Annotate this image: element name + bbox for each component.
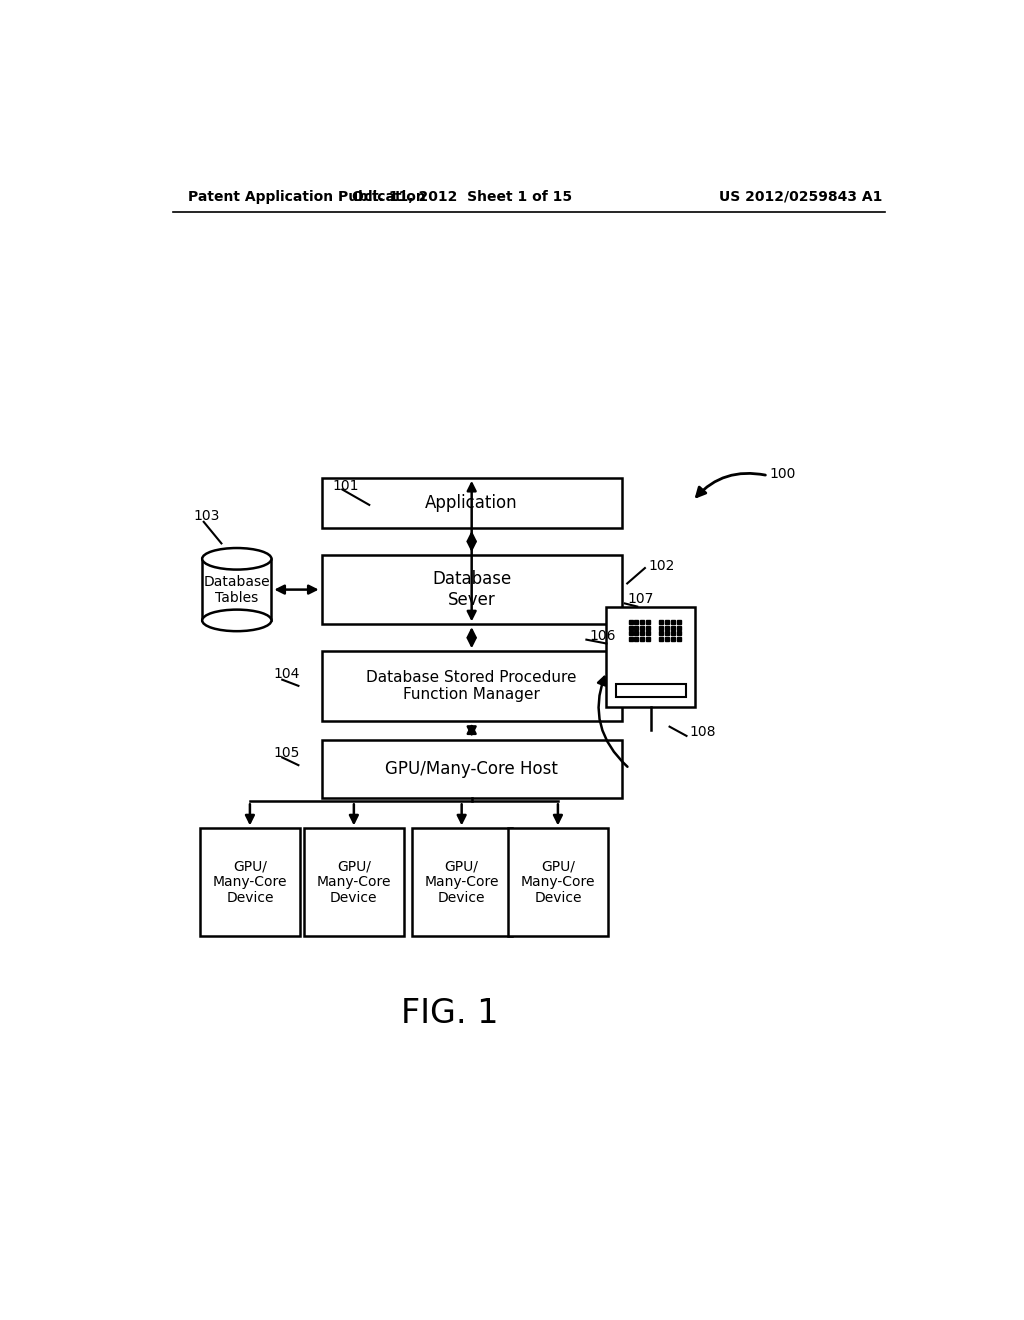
Text: 100: 100 <box>770 467 796 480</box>
Text: 105: 105 <box>273 746 300 760</box>
Text: GPU/
Many-Core
Device: GPU/ Many-Core Device <box>424 859 499 906</box>
Text: US 2012/0259843 A1: US 2012/0259843 A1 <box>719 190 882 203</box>
Text: FIG. 1: FIG. 1 <box>401 997 499 1030</box>
Bar <box>606 607 695 706</box>
Text: GPU/Many-Core Host: GPU/Many-Core Host <box>385 759 558 777</box>
Ellipse shape <box>202 610 271 631</box>
Bar <box>322 478 622 528</box>
Bar <box>412 829 512 936</box>
Text: Database
Sever: Database Sever <box>432 570 511 609</box>
Bar <box>322 554 622 624</box>
Bar <box>615 684 686 697</box>
Text: 103: 103 <box>194 510 220 524</box>
Text: Patent Application Publication: Patent Application Publication <box>188 190 426 203</box>
Text: Database
Tables: Database Tables <box>204 574 270 605</box>
Text: Oct. 11, 2012  Sheet 1 of 15: Oct. 11, 2012 Sheet 1 of 15 <box>351 190 571 203</box>
Text: Database Stored Procedure
Function Manager: Database Stored Procedure Function Manag… <box>367 669 577 702</box>
Text: Application: Application <box>425 494 518 512</box>
Text: GPU/
Many-Core
Device: GPU/ Many-Core Device <box>316 859 391 906</box>
Bar <box>322 739 622 797</box>
Text: 104: 104 <box>273 668 300 681</box>
Bar <box>508 829 608 936</box>
Bar <box>322 651 622 721</box>
Text: 101: 101 <box>333 479 358 492</box>
Text: 102: 102 <box>648 560 675 573</box>
Text: GPU/
Many-Core
Device: GPU/ Many-Core Device <box>213 859 287 906</box>
Bar <box>200 829 300 936</box>
Text: 108: 108 <box>689 725 716 739</box>
Text: 107: 107 <box>628 591 653 606</box>
Bar <box>304 829 403 936</box>
Text: GPU/
Many-Core
Device: GPU/ Many-Core Device <box>520 859 595 906</box>
Ellipse shape <box>202 548 271 570</box>
Text: 106: 106 <box>590 628 616 643</box>
